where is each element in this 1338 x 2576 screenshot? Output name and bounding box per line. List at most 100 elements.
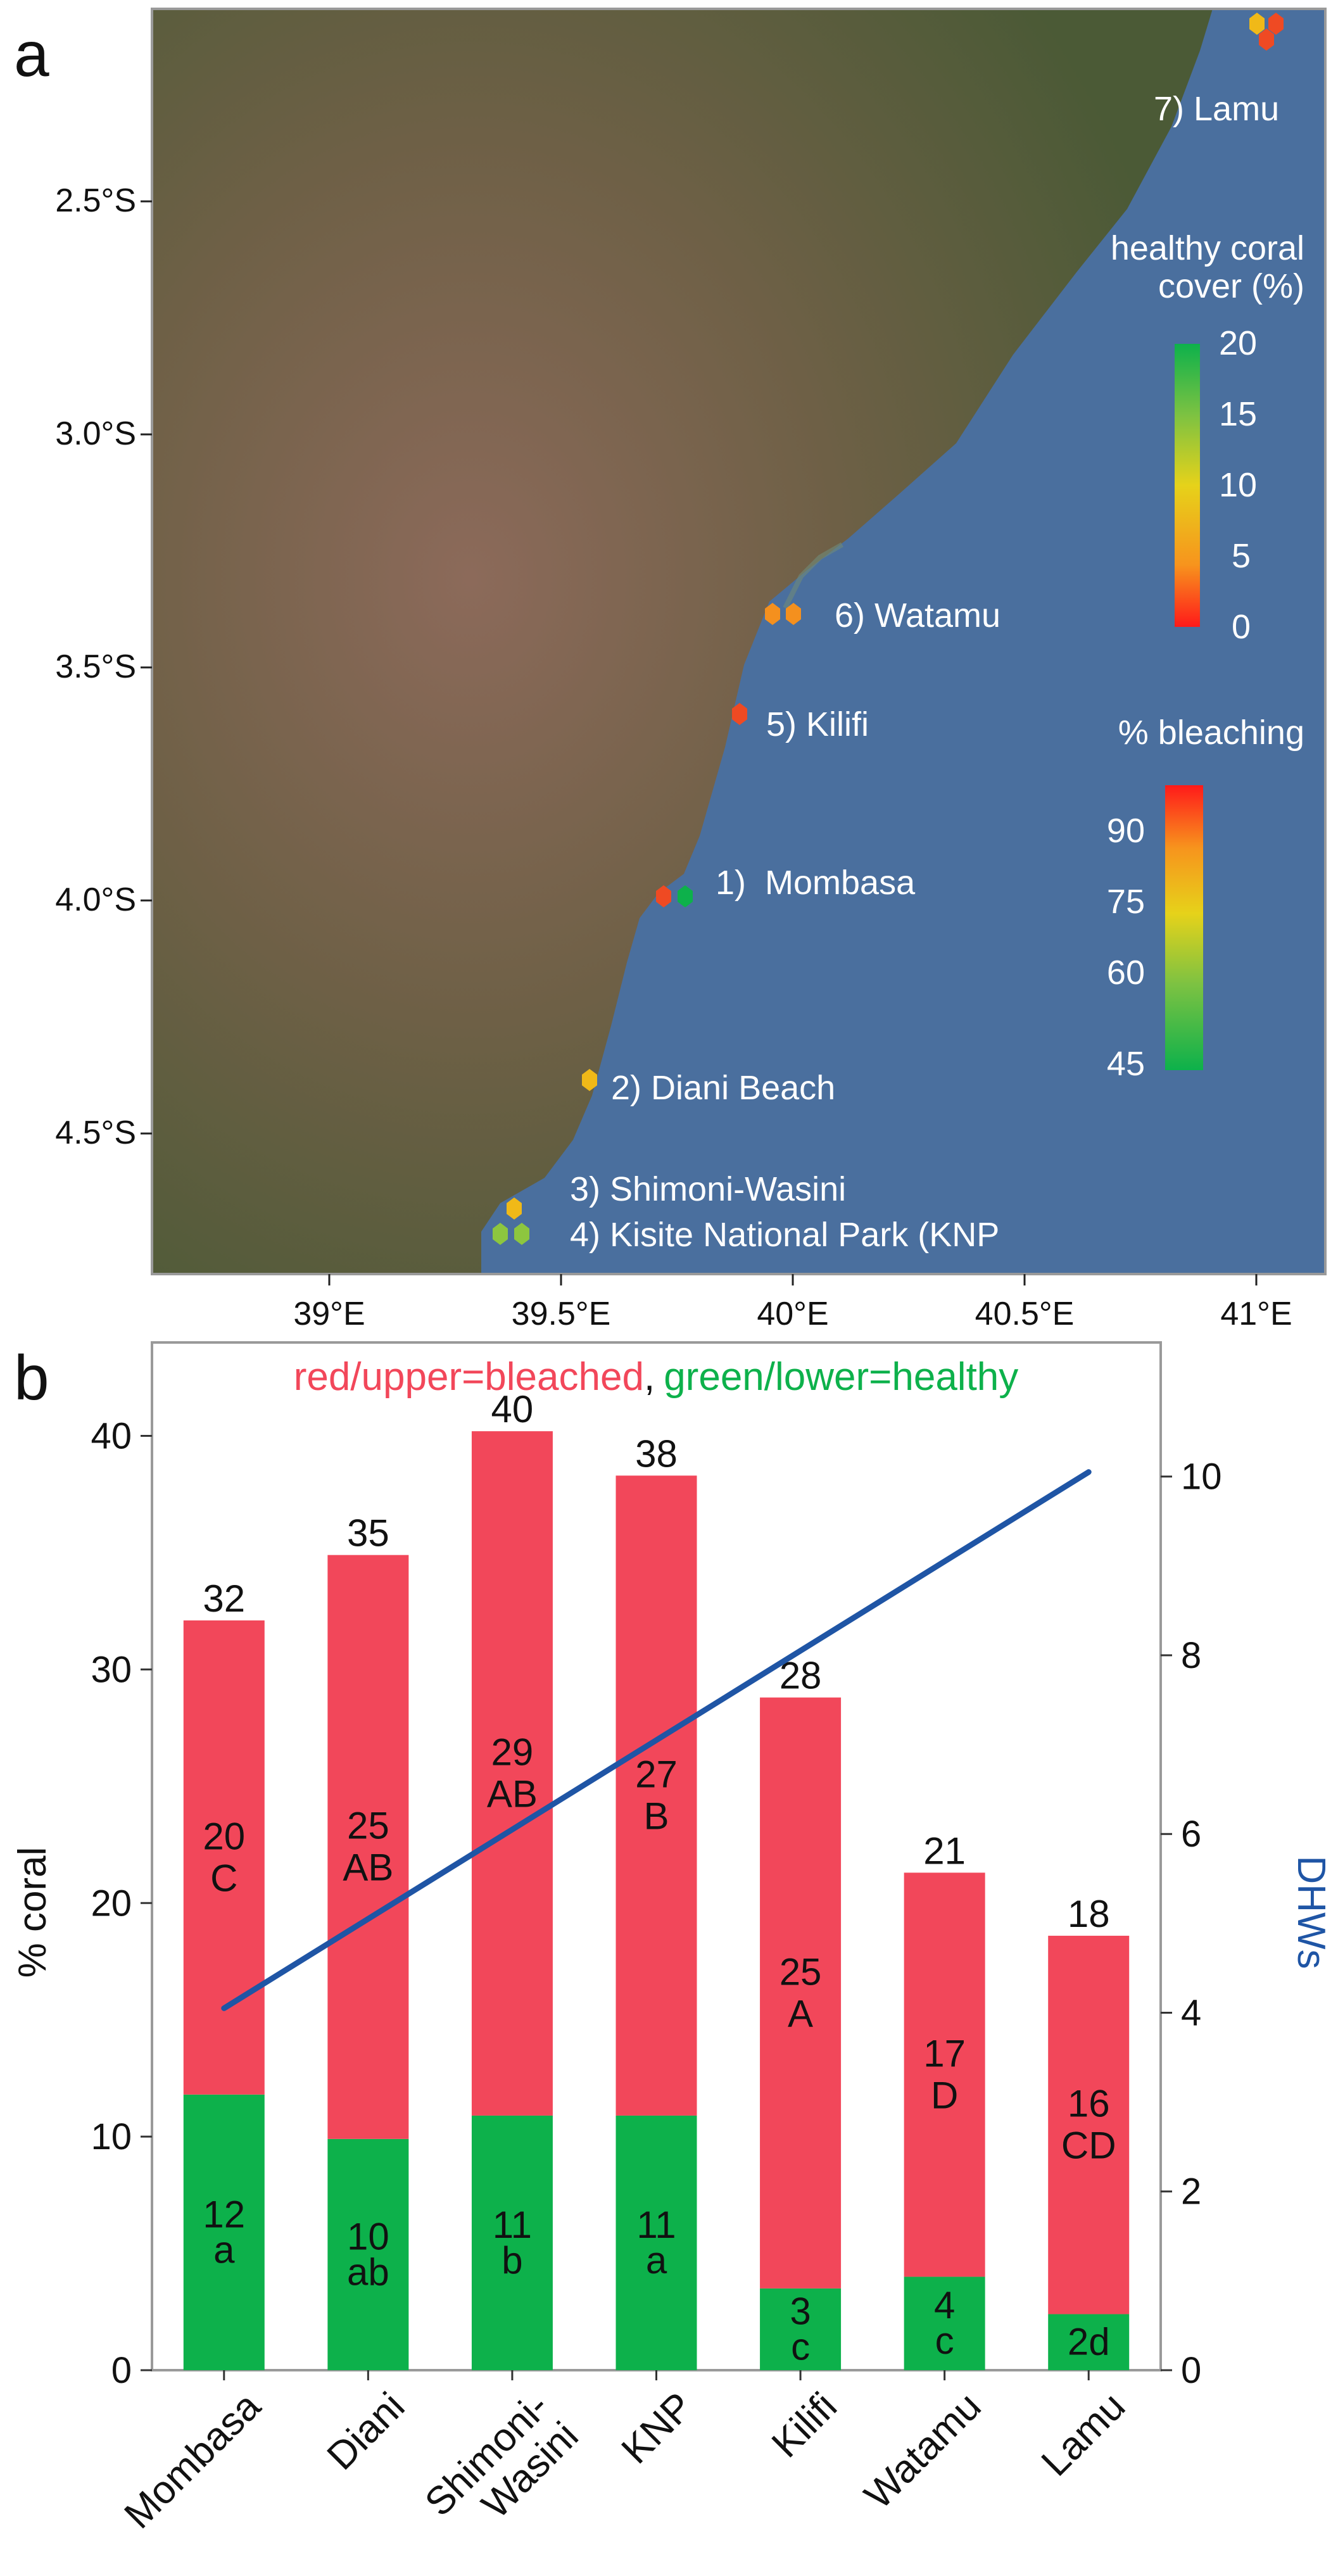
legend-healthy-text: green/lower=healthy — [664, 1355, 1018, 1399]
lat-tick-label: 2.5°S — [55, 182, 136, 219]
site-marker-lamu — [1268, 13, 1284, 35]
map — [151, 8, 1327, 1275]
site-label-diani: 2) Diani Beach — [611, 1069, 835, 1107]
bar-bleached-label: A — [788, 1992, 813, 2035]
lon-tick-label: 41°E — [1220, 1296, 1292, 1332]
bar-bleached — [183, 1620, 265, 2095]
bar-bleached-label: 16 — [1068, 2083, 1110, 2125]
bar-healthy-label: 3 — [790, 2290, 811, 2332]
bar-bleached-label: B — [643, 1795, 669, 1838]
bar-bleached — [615, 1475, 697, 2116]
bar-healthy-label: 12 — [203, 2193, 245, 2235]
right-axis: 0 2 4 6 8 10 — [1161, 1456, 1222, 2391]
legend-bleaching-title: % bleaching — [1118, 714, 1304, 752]
site-label-lamu: 7) Lamu — [1154, 90, 1279, 128]
lon-tick-label: 40°E — [757, 1296, 828, 1332]
bar-bleached-label: 25 — [779, 1950, 822, 1993]
bar-healthy-label: b — [502, 2239, 522, 2282]
panel-a: a 2.5°S 3.0°S 3.5°S 4.0°S 4.5°S — [14, 8, 1327, 1332]
lat-tick-label: 3.5°S — [55, 648, 136, 685]
dhw-line-layer — [221, 1469, 1092, 2011]
lon-tick-label: 39.5°E — [512, 1296, 611, 1332]
site-marker-mombasa — [678, 885, 693, 907]
site-label-shimoni: 3) Shimoni-Wasini — [570, 1170, 846, 1208]
bar-bleached — [1048, 1935, 1130, 2314]
x-tick-label: Mombasa — [117, 2384, 270, 2537]
x-tick-label-line: KNP — [614, 2384, 702, 2472]
y-tick-label: 20 — [91, 1883, 132, 1924]
bar-healthy — [1048, 2314, 1130, 2370]
lat-tick-label: 3.0°S — [55, 415, 136, 452]
lat-tick-label: 4.0°S — [55, 881, 136, 918]
lon-axis: 39°E 39.5°E 40°E 40.5°E 41°E — [293, 1274, 1292, 1332]
legend-cover-tick: 15 — [1219, 395, 1257, 433]
legend-bleaching-tick: 45 — [1107, 1045, 1145, 1083]
bar-total-label: 21 — [923, 1829, 966, 1872]
x-tick-label: Kilifi — [764, 2384, 845, 2466]
panel-b-label: b — [14, 1342, 49, 1413]
site-marker-knp — [493, 1223, 508, 1245]
x-tick-label-line: Kilifi — [764, 2384, 845, 2466]
x-tick-label-line: Lamu — [1033, 2384, 1133, 2484]
legend-cover-tick: 10 — [1219, 466, 1257, 504]
dhw-line — [221, 1469, 1092, 2011]
site-label-kilifi: 5) Kilifi — [766, 705, 869, 743]
reef-line — [783, 542, 843, 609]
bar-total-label: 35 — [347, 1512, 389, 1555]
legend-bleaching-colorbar — [1165, 785, 1203, 1070]
x-tick-label: Lamu — [1033, 2384, 1133, 2484]
legend-bleaching-tick: 90 — [1107, 812, 1145, 850]
site-marker-watamu — [765, 603, 780, 625]
x-tick-label-line: Mombasa — [117, 2384, 270, 2537]
site-marker-mombasa — [656, 885, 671, 907]
bar-healthy — [471, 2115, 553, 2370]
bar-bleached-label: D — [931, 2074, 958, 2116]
legend-cover-colorbar — [1175, 344, 1200, 627]
legend-cover-tick: 5 — [1232, 537, 1251, 575]
map-frame — [151, 8, 1327, 1275]
site-label-knp: 4) Kisite National Park (KNP — [570, 1216, 999, 1254]
lat-tick-label: 4.5°S — [55, 1114, 136, 1151]
bar-healthy-label: 2d — [1068, 2321, 1110, 2363]
bar-healthy-label: 4 — [934, 2284, 955, 2327]
x-tick-label-line: Watamu — [856, 2384, 989, 2517]
legend-bleached-text: red/upper=bleached — [294, 1355, 644, 1399]
bar-total-label: 18 — [1068, 1893, 1110, 1935]
bar-bleached-label: AB — [343, 1847, 393, 1889]
y-axis-label: % coral — [11, 1847, 54, 1978]
bar-bleached — [471, 1431, 553, 2116]
bar-healthy-label: 11 — [636, 2204, 676, 2246]
y2-tick-label: 6 — [1181, 1814, 1201, 1855]
bar-total-label: 32 — [203, 1577, 245, 1620]
x-tick-label: Watamu — [856, 2384, 989, 2517]
y2-tick-label: 2 — [1181, 2171, 1201, 2213]
legend-line: red/upper=bleached, green/lower=healthy — [294, 1355, 1019, 1399]
site-marker-watamu — [786, 603, 801, 625]
bar-healthy — [615, 2115, 697, 2370]
bar-bleached-label: 17 — [923, 2032, 966, 2074]
lon-tick-label: 39°E — [293, 1296, 365, 1332]
bar-healthy-label: 11 — [493, 2204, 532, 2246]
bar-healthy — [183, 2094, 265, 2370]
x-tick-label-line: Diani — [319, 2384, 413, 2478]
legend-separator: , — [644, 1355, 655, 1399]
x-tick-label: KNP — [614, 2384, 702, 2472]
site-markers — [493, 13, 1284, 1245]
site-label-watamu: 6) Watamu — [835, 597, 1000, 635]
legend-cover-title: cover (%) — [1158, 267, 1304, 305]
bar-healthy-label: c — [791, 2325, 810, 2368]
bar-healthy — [760, 2288, 842, 2370]
y2-tick-label: 10 — [1181, 1456, 1222, 1498]
bar-total-label: 40 — [491, 1388, 534, 1430]
bar-healthy — [904, 2276, 985, 2370]
bar-bleached-label: 20 — [203, 1815, 245, 1857]
bar-healthy-label: c — [935, 2320, 954, 2362]
legend-cover-title: healthy coral — [1111, 229, 1304, 267]
panel-a-label: a — [14, 19, 49, 90]
lat-axis: 2.5°S 3.0°S 3.5°S 4.0°S 4.5°S — [55, 182, 152, 1151]
site-labels: 7) Lamu 6) Watamu 5) Kilifi 1) Mombasa 2… — [570, 90, 1279, 1254]
legend-bleaching-tick: 60 — [1107, 954, 1145, 992]
bars: 3220C12a3525AB10ab4029AB11b3827B11a2825A… — [183, 1388, 1130, 2370]
site-marker-diani — [582, 1069, 597, 1091]
